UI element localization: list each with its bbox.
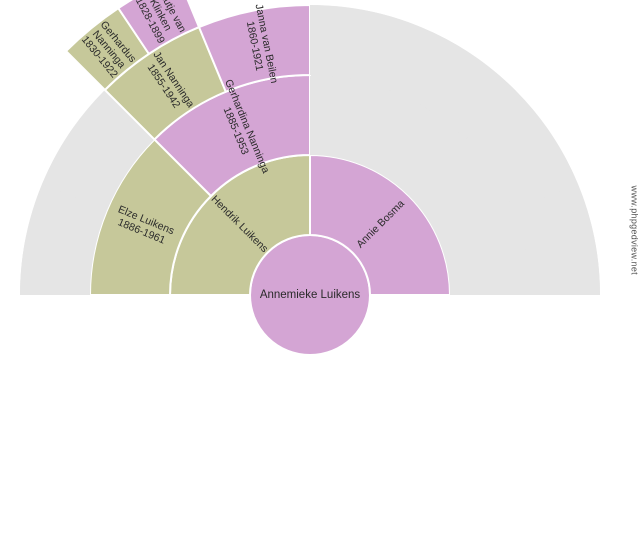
center-person-label: Annemieke Luikens — [260, 289, 361, 301]
watermark-text: www.phpgedview.net — [629, 186, 639, 275]
